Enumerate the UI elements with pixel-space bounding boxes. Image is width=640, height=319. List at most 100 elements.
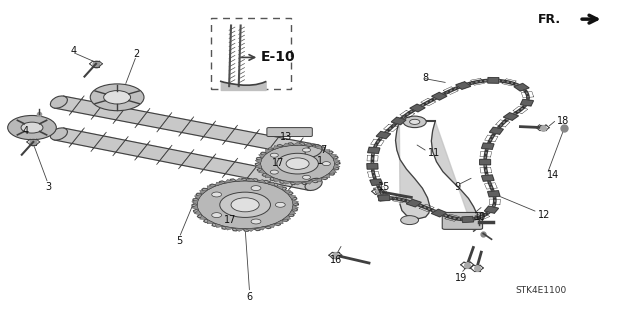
Polygon shape <box>234 228 245 231</box>
Text: 11: 11 <box>428 148 440 158</box>
Circle shape <box>410 119 420 124</box>
Polygon shape <box>391 117 406 125</box>
Polygon shape <box>303 143 313 147</box>
Polygon shape <box>378 195 390 201</box>
Polygon shape <box>54 96 318 157</box>
Polygon shape <box>292 205 298 210</box>
Polygon shape <box>410 104 425 112</box>
Text: FR.: FR. <box>538 13 561 26</box>
Polygon shape <box>376 131 390 139</box>
Polygon shape <box>273 146 282 150</box>
Polygon shape <box>462 217 474 222</box>
Polygon shape <box>255 159 262 164</box>
Circle shape <box>323 162 330 166</box>
Polygon shape <box>406 199 421 207</box>
Text: 5: 5 <box>176 236 182 246</box>
Polygon shape <box>234 178 245 182</box>
Polygon shape <box>378 195 390 201</box>
Text: 17: 17 <box>224 215 236 225</box>
Circle shape <box>275 202 285 207</box>
Polygon shape <box>259 154 266 159</box>
Polygon shape <box>484 206 499 213</box>
Circle shape <box>286 158 309 169</box>
Circle shape <box>212 192 221 197</box>
Polygon shape <box>488 78 499 83</box>
Circle shape <box>220 192 271 218</box>
Polygon shape <box>259 169 266 174</box>
Polygon shape <box>289 210 296 215</box>
Polygon shape <box>273 178 282 182</box>
Circle shape <box>270 153 278 157</box>
Polygon shape <box>256 180 266 183</box>
Polygon shape <box>313 146 322 150</box>
Polygon shape <box>432 93 447 100</box>
Circle shape <box>90 84 144 111</box>
Polygon shape <box>482 175 494 181</box>
Polygon shape <box>192 205 198 210</box>
Polygon shape <box>368 147 380 153</box>
Polygon shape <box>255 143 340 185</box>
Text: 10: 10 <box>474 212 486 222</box>
Polygon shape <box>322 150 330 154</box>
Polygon shape <box>224 180 234 183</box>
Polygon shape <box>292 182 303 185</box>
Polygon shape <box>265 150 273 154</box>
Polygon shape <box>283 215 291 220</box>
Text: 1: 1 <box>317 156 323 166</box>
Text: 13: 13 <box>280 132 292 142</box>
Polygon shape <box>266 224 275 227</box>
Polygon shape <box>245 228 256 231</box>
Polygon shape <box>333 164 340 169</box>
Polygon shape <box>333 159 340 164</box>
Polygon shape <box>329 169 337 174</box>
Polygon shape <box>200 215 207 220</box>
Polygon shape <box>192 178 298 231</box>
Ellipse shape <box>51 96 67 108</box>
Polygon shape <box>265 174 273 178</box>
Polygon shape <box>224 226 234 230</box>
Ellipse shape <box>51 128 67 140</box>
Polygon shape <box>396 121 430 219</box>
Text: 17: 17 <box>272 158 284 168</box>
Polygon shape <box>490 127 503 134</box>
Circle shape <box>21 122 43 133</box>
FancyBboxPatch shape <box>267 128 312 137</box>
Polygon shape <box>329 154 337 159</box>
Polygon shape <box>255 164 262 169</box>
Polygon shape <box>303 181 313 184</box>
Polygon shape <box>195 194 202 199</box>
Polygon shape <box>245 178 256 182</box>
Circle shape <box>401 216 419 225</box>
Text: 14: 14 <box>547 170 559 181</box>
Text: 3: 3 <box>45 182 51 192</box>
Circle shape <box>251 219 261 224</box>
Polygon shape <box>256 226 266 230</box>
Polygon shape <box>207 186 215 190</box>
Ellipse shape <box>305 145 322 157</box>
Polygon shape <box>313 178 322 182</box>
Polygon shape <box>289 194 296 199</box>
Polygon shape <box>370 179 383 185</box>
Polygon shape <box>456 82 471 89</box>
Circle shape <box>212 213 221 218</box>
Text: 9: 9 <box>454 182 461 192</box>
Circle shape <box>303 175 310 179</box>
Text: 15: 15 <box>378 182 390 192</box>
Polygon shape <box>367 164 378 169</box>
Circle shape <box>403 116 426 128</box>
Polygon shape <box>431 209 447 217</box>
Circle shape <box>104 91 131 104</box>
Polygon shape <box>282 143 292 147</box>
Polygon shape <box>283 190 291 194</box>
Circle shape <box>270 170 278 174</box>
Ellipse shape <box>305 178 322 190</box>
Text: E-10: E-10 <box>261 50 296 64</box>
Circle shape <box>277 153 318 174</box>
Polygon shape <box>195 210 202 215</box>
Polygon shape <box>480 160 490 165</box>
Text: 6: 6 <box>246 292 253 302</box>
Polygon shape <box>275 220 283 224</box>
Text: 19: 19 <box>454 272 467 283</box>
Text: 4: 4 <box>22 126 29 136</box>
Circle shape <box>8 115 56 140</box>
